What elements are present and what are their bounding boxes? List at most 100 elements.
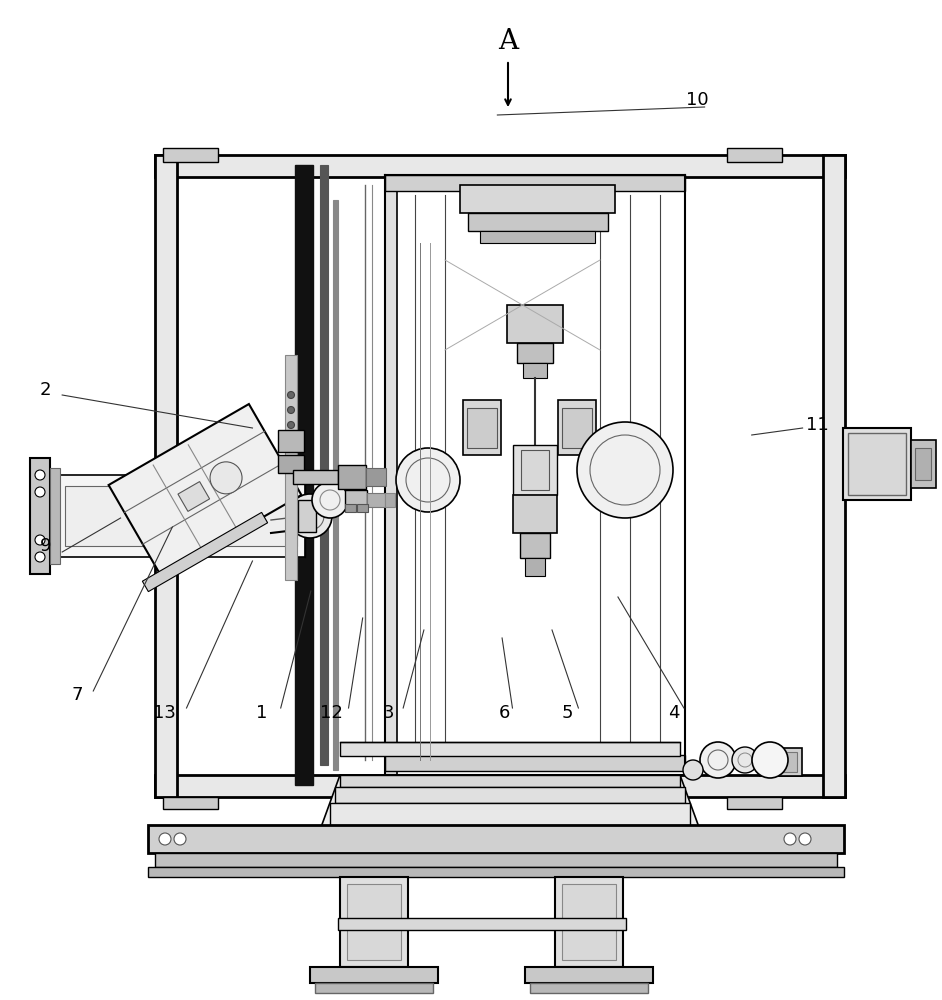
Bar — [843, 428, 911, 500]
Bar — [911, 440, 936, 488]
Bar — [480, 231, 595, 243]
Circle shape — [799, 833, 811, 845]
Text: 5: 5 — [561, 704, 573, 722]
Bar — [47, 475, 305, 557]
Polygon shape — [320, 775, 700, 830]
Bar — [30, 458, 50, 574]
Circle shape — [287, 422, 295, 428]
Polygon shape — [142, 512, 268, 592]
Bar — [340, 742, 680, 756]
Circle shape — [287, 391, 295, 398]
Bar — [345, 504, 356, 512]
Bar — [338, 465, 366, 489]
Bar — [562, 408, 592, 448]
Bar — [463, 400, 501, 455]
Polygon shape — [178, 482, 210, 511]
Bar — [347, 884, 401, 960]
Bar — [507, 305, 563, 343]
Circle shape — [287, 406, 295, 414]
Bar — [155, 155, 177, 797]
Bar — [338, 918, 626, 930]
Circle shape — [683, 760, 703, 780]
Text: 10: 10 — [686, 91, 708, 109]
Bar — [385, 493, 395, 507]
Bar — [357, 504, 368, 512]
Bar — [848, 433, 906, 495]
Bar — [333, 200, 338, 770]
Bar — [285, 355, 297, 580]
Bar — [295, 165, 313, 785]
Text: A: A — [498, 28, 518, 55]
Bar — [155, 155, 845, 177]
Bar — [366, 468, 386, 486]
Bar — [298, 500, 316, 532]
Text: 12: 12 — [320, 704, 343, 722]
Text: 13: 13 — [154, 704, 176, 722]
Circle shape — [288, 494, 332, 538]
Bar — [765, 752, 797, 772]
Circle shape — [752, 742, 788, 778]
Text: 3: 3 — [382, 704, 394, 722]
Circle shape — [174, 833, 186, 845]
Circle shape — [700, 742, 736, 778]
Text: 1: 1 — [256, 704, 268, 722]
Bar — [293, 470, 338, 484]
Bar — [65, 486, 297, 546]
Bar — [148, 867, 844, 877]
Circle shape — [159, 833, 171, 845]
Bar — [340, 775, 680, 787]
Bar — [148, 825, 844, 853]
Bar — [467, 408, 497, 448]
Bar — [823, 155, 845, 797]
Bar — [468, 213, 608, 231]
Bar — [385, 755, 685, 771]
Circle shape — [35, 535, 45, 545]
Bar — [517, 343, 553, 363]
Text: 11: 11 — [806, 416, 829, 434]
Bar — [330, 803, 690, 831]
Bar — [727, 797, 782, 809]
Circle shape — [35, 470, 45, 480]
Text: 2: 2 — [40, 381, 51, 399]
Bar — [525, 967, 653, 983]
Bar — [315, 983, 433, 993]
Bar — [155, 775, 845, 797]
Bar — [562, 884, 616, 960]
Text: 7: 7 — [72, 686, 83, 704]
Bar — [155, 853, 837, 867]
Circle shape — [577, 422, 673, 518]
Text: 6: 6 — [499, 704, 511, 722]
Text: 9: 9 — [40, 537, 51, 555]
Bar — [523, 363, 547, 378]
Circle shape — [35, 487, 45, 497]
Bar — [50, 468, 60, 564]
Bar — [460, 185, 615, 213]
Circle shape — [35, 552, 45, 562]
Bar — [521, 450, 549, 490]
Bar — [513, 495, 557, 533]
Circle shape — [732, 747, 758, 773]
Bar — [727, 148, 782, 162]
Circle shape — [396, 448, 460, 512]
Bar — [320, 165, 328, 765]
Bar — [513, 445, 557, 495]
Text: 4: 4 — [668, 704, 679, 722]
Bar — [163, 148, 218, 162]
Bar — [367, 493, 385, 507]
Bar — [278, 430, 304, 452]
Bar — [760, 748, 802, 776]
Bar — [555, 877, 623, 967]
Circle shape — [210, 462, 242, 494]
Bar — [385, 175, 685, 191]
Bar — [345, 490, 367, 508]
Bar — [335, 787, 685, 803]
Bar — [340, 877, 408, 967]
Bar — [530, 983, 648, 993]
Bar — [558, 400, 596, 455]
Circle shape — [784, 833, 796, 845]
Bar — [520, 533, 550, 558]
Bar — [385, 175, 397, 775]
Bar — [163, 797, 218, 809]
Bar — [278, 455, 304, 473]
Circle shape — [312, 482, 348, 518]
